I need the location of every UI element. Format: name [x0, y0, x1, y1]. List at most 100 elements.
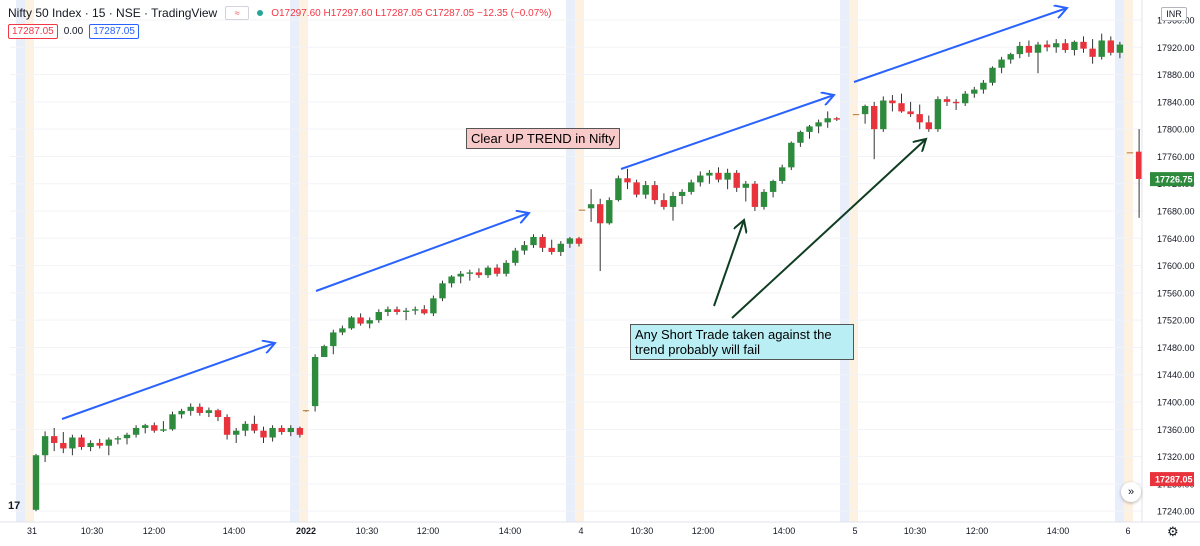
buy-price-button[interactable]: 17287.05: [89, 24, 139, 39]
candle-body: [512, 250, 519, 263]
trend-arrow: [61, 343, 275, 420]
candle-body: [998, 59, 1005, 68]
candle-body: [87, 442, 94, 448]
price-tick-label: 17440.00: [1157, 370, 1195, 380]
candle: [421, 305, 428, 315]
candle: [742, 180, 749, 202]
candle-body: [421, 309, 428, 314]
session-break-band: [1124, 0, 1133, 522]
candle: [530, 234, 537, 248]
compare-icon[interactable]: ≈: [225, 6, 250, 20]
price-tick-label: 17760.00: [1157, 152, 1195, 162]
symbol-title[interactable]: Nifty 50 Index · 15 · NSE · TradingView: [8, 6, 218, 20]
time-tick-label: 2022: [296, 526, 316, 536]
settings-icon[interactable]: ⚙: [1167, 524, 1179, 539]
candle-body: [151, 425, 158, 431]
candle: [178, 408, 185, 419]
candle: [871, 101, 878, 160]
candle-body: [78, 437, 85, 448]
candle: [615, 175, 622, 202]
candle: [934, 96, 942, 132]
candle-body: [1116, 44, 1124, 53]
candle: [205, 407, 213, 418]
candle-body: [260, 430, 267, 438]
candle-body: [402, 310, 410, 312]
candle-body: [815, 122, 822, 127]
candle: [41, 431, 49, 463]
currency-selector[interactable]: INR: [1161, 7, 1187, 21]
candle-body: [311, 357, 319, 407]
time-tick-label: 31: [27, 526, 37, 536]
candle: [815, 119, 822, 134]
candle: [430, 295, 437, 317]
price-tick-label: 17520.00: [1157, 316, 1195, 326]
time-tick-label: 14:00: [499, 526, 522, 536]
candle-body: [660, 200, 668, 207]
candle: [87, 440, 94, 452]
price-tick-label: 17560.00: [1157, 288, 1195, 298]
candle: [760, 189, 768, 210]
price-tick-label: 17640.00: [1157, 234, 1195, 244]
candle-body: [633, 182, 640, 195]
high-value: H17297.60: [323, 7, 373, 19]
short-trade-annotation[interactable]: Any Short Trade taken against the trend …: [630, 324, 854, 360]
candle: [412, 306, 419, 315]
ohlc-values: O17297.60 H17297.60 L17287.05 C17287.05 …: [271, 8, 551, 19]
candle: [233, 427, 240, 443]
candle: [824, 111, 831, 128]
candle-body: [439, 283, 446, 299]
candle-body: [69, 437, 76, 449]
candle: [1043, 40, 1051, 52]
candle-body: [788, 142, 795, 168]
time-tick-label: 14:00: [223, 526, 246, 536]
candle-body: [457, 273, 464, 277]
candle-body: [669, 196, 677, 207]
candle: [651, 180, 658, 205]
time-tick-label: 14:00: [1047, 526, 1070, 536]
candle: [151, 422, 158, 433]
candle: [260, 426, 267, 443]
candle: [578, 209, 586, 211]
scroll-to-realtime-icon[interactable]: »: [1121, 482, 1141, 502]
trend-annotation[interactable]: Clear UP TREND in Nifty: [466, 128, 620, 149]
candle: [548, 239, 555, 255]
trend-arrow: [315, 213, 529, 292]
tradingview-logo-icon[interactable]: 17: [8, 500, 21, 512]
candle-body: [871, 105, 878, 130]
candle: [697, 171, 704, 187]
candle-body: [1089, 48, 1096, 57]
candle: [1053, 39, 1060, 53]
candle: [1107, 36, 1114, 56]
candle-body: [833, 118, 840, 120]
pointer-arrow: [713, 220, 744, 307]
candle: [1034, 41, 1042, 74]
candle-body: [384, 309, 392, 312]
candle: [503, 260, 510, 277]
candle: [160, 421, 167, 433]
candle-body: [678, 191, 686, 197]
candle: [69, 434, 76, 456]
candle: [169, 411, 176, 431]
candle-body: [105, 439, 112, 446]
price-tick-label: 17480.00: [1157, 343, 1195, 353]
candle-body: [624, 178, 631, 183]
candle-body: [806, 126, 813, 132]
candle-body: [1025, 45, 1033, 53]
candle: [96, 438, 103, 449]
candle: [724, 168, 731, 190]
candle: [1007, 52, 1014, 64]
price-tick-label: 17400.00: [1157, 398, 1195, 408]
candle-body: [733, 172, 740, 188]
session-break-band: [16, 0, 25, 522]
price-tick-label: 17800.00: [1157, 125, 1195, 135]
candle: [448, 275, 455, 288]
candle-body: [348, 317, 355, 329]
candle: [916, 104, 923, 130]
candle-body: [357, 317, 364, 324]
candle-body: [597, 204, 604, 224]
price-tick-label: 17240.00: [1157, 507, 1195, 517]
sell-price-button[interactable]: 17287.05: [8, 24, 58, 39]
candle: [733, 170, 740, 192]
